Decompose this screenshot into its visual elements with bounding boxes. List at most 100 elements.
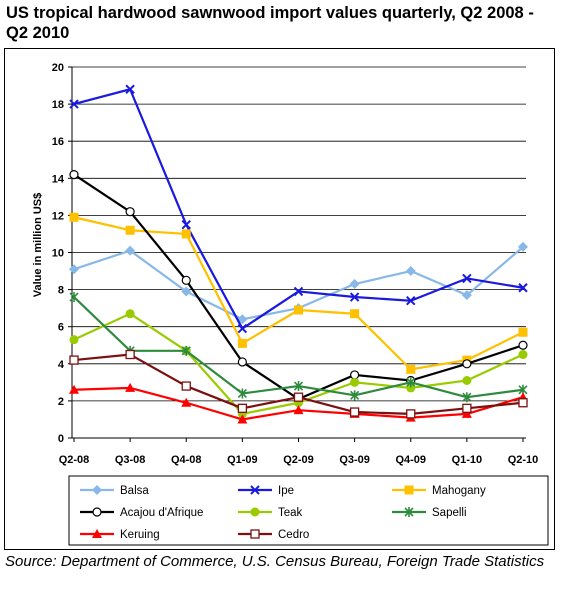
data-point-balsa [461, 290, 472, 301]
legend-label-keruing: Keruing [120, 529, 160, 541]
x-tick-label: Q1-10 [452, 454, 483, 466]
legend-item-ipe: Ipe [238, 485, 294, 497]
legend-label-teak: Teak [278, 507, 303, 519]
data-point-keruing [69, 384, 79, 394]
legend-item-mahogany: Mahogany [392, 485, 486, 497]
data-point-acajou-d-afrique [518, 340, 528, 350]
y-tick-label: 18 [52, 99, 64, 111]
legend-marker-acajou-d-afrique [92, 507, 102, 517]
x-tick-label: Q2-08 [59, 454, 90, 466]
legend-label-sapelli: Sapelli [432, 507, 467, 519]
data-point-sapelli [462, 392, 472, 403]
legend: Balsa Ipe Mahogany Acajou d'Afrique Teak Sape… [80, 485, 486, 541]
data-point-teak [518, 350, 528, 360]
data-point-ipe [181, 219, 191, 230]
data-point-sapelli [237, 388, 247, 399]
data-point-acajou-d-afrique [350, 370, 360, 380]
series-mahogany [69, 212, 528, 374]
data-point-mahogany [237, 338, 247, 348]
legend-item-keruing: Keruing [80, 529, 160, 541]
x-tick-label: Q3-09 [339, 454, 370, 466]
y-axis-ticks: 0 2 4 6 8 10 12 14 16 18 20 [52, 62, 72, 445]
series-ipe [69, 84, 528, 334]
data-point-acajou-d-afrique [69, 169, 79, 180]
legend-item-teak: Teak [238, 507, 303, 519]
chart-frame [4, 48, 555, 550]
legend-marker-teak [250, 507, 260, 517]
data-point-ipe [237, 323, 248, 334]
series-line-acajou-d-afrique [73, 173, 524, 401]
data-point-ipe [518, 283, 528, 293]
data-point-balsa [518, 241, 528, 252]
data-point-balsa [69, 264, 79, 275]
x-tick-label: Q2-10 [508, 454, 539, 466]
series-lines [69, 84, 528, 424]
legend-item-cedro: Cedro [238, 529, 309, 541]
data-point-teak [350, 377, 360, 387]
data-point-balsa [349, 279, 360, 290]
y-tick-label: 4 [58, 359, 65, 371]
data-point-mahogany [294, 305, 303, 315]
y-tick-label: 20 [52, 62, 64, 74]
data-point-keruing [293, 405, 304, 415]
legend-item-acajou-d-afrique: Acajou d'Afrique [80, 507, 203, 519]
legend-label-ipe: Ipe [278, 485, 294, 497]
legend-box [68, 475, 549, 546]
data-point-ipe [349, 292, 360, 302]
y-tick-label: 16 [52, 136, 64, 148]
data-point-cedro [69, 355, 79, 365]
legend-marker-sapelli [404, 507, 414, 517]
y-tick-label: 0 [58, 433, 64, 445]
data-point-cedro [518, 398, 528, 408]
data-point-mahogany [125, 225, 135, 235]
x-tick-label: Q2-09 [283, 454, 314, 466]
data-point-keruing [125, 382, 136, 392]
legend-marker-cedro [250, 529, 260, 539]
legend-label-mahogany: Mahogany [432, 485, 486, 497]
data-point-teak [462, 375, 472, 385]
legend-label-cedro: Cedro [278, 529, 309, 541]
data-point-cedro [349, 407, 360, 417]
y-axis-label: Value in million US$ [32, 193, 44, 298]
data-point-cedro [462, 403, 472, 413]
data-point-sapelli [406, 377, 416, 388]
data-point-mahogany [181, 229, 191, 239]
legend-label-balsa: Balsa [120, 485, 149, 497]
data-point-cedro [293, 392, 304, 402]
y-tick-label: 14 [52, 173, 65, 185]
legend-marker-ipe [250, 485, 260, 495]
data-point-sapelli [181, 345, 191, 356]
data-point-ipe [69, 99, 79, 109]
data-point-sapelli [69, 292, 79, 303]
data-point-mahogany [69, 212, 79, 222]
data-point-mahogany [350, 309, 360, 319]
data-point-balsa [181, 286, 192, 297]
legend-marker-balsa [92, 485, 102, 495]
legend-marker-keruing [92, 529, 102, 538]
y-tick-label: 8 [58, 285, 64, 297]
series-sapelli [69, 292, 528, 403]
data-point-keruing [237, 414, 248, 424]
data-point-acajou-d-afrique [237, 357, 247, 367]
data-point-cedro [181, 381, 191, 391]
data-point-sapelli [293, 381, 304, 392]
data-point-sapelli [350, 390, 360, 401]
x-tick-label: Q1-09 [227, 454, 258, 466]
legend-item-balsa: Balsa [80, 485, 149, 497]
data-point-cedro [406, 409, 416, 419]
data-point-ipe [125, 84, 135, 94]
legend-marker-mahogany [404, 485, 414, 495]
y-tick-label: 2 [58, 396, 64, 408]
legend-label-acajou-d-afrique: Acajou d'Afrique [120, 507, 203, 519]
series-acajou-d-afrique [69, 169, 528, 404]
x-axis-ticks: Q2-08 Q3-08 Q4-08 Q1-09 Q2-09 Q3-09 Q4-09 Q1-10… [59, 438, 539, 466]
data-point-keruing [461, 408, 472, 418]
data-point-ipe [293, 286, 304, 297]
data-point-mahogany [518, 327, 528, 337]
source-note: Source: Department of Commerce, U.S. Cen… [5, 553, 545, 570]
data-point-ipe [406, 296, 416, 306]
series-cedro [69, 349, 528, 419]
data-point-balsa [125, 245, 136, 256]
series-line-mahogany [73, 216, 524, 371]
